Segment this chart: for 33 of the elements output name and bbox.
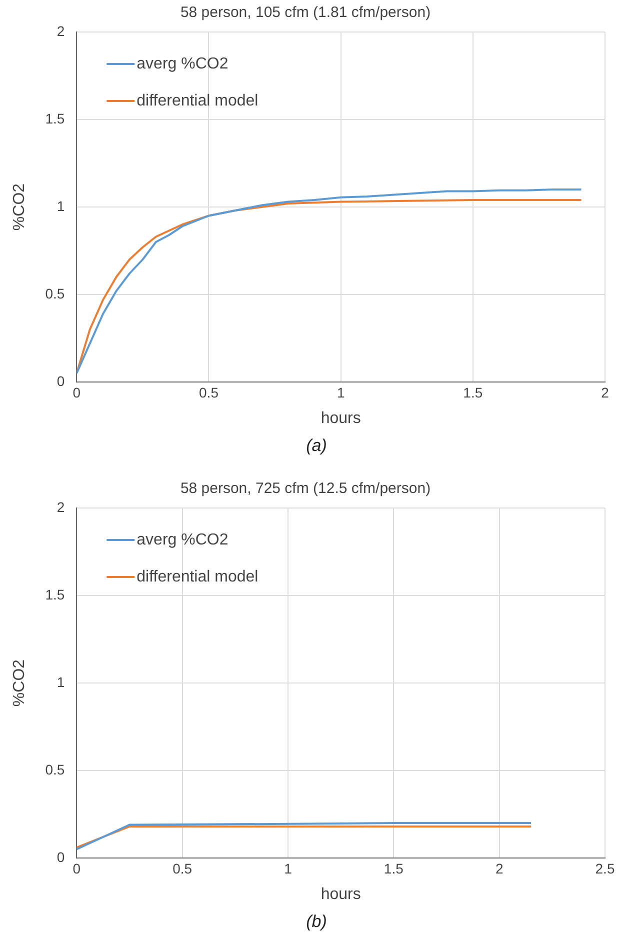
x-tick-label: 1 bbox=[336, 384, 345, 400]
x-tick-label: 0 bbox=[72, 384, 81, 400]
x-tick-label: 0.5 bbox=[199, 384, 219, 400]
y-tick-label: 1.5 bbox=[45, 110, 65, 126]
x-tick-label: 1 bbox=[284, 860, 292, 876]
y-tick-label: 0.5 bbox=[45, 761, 65, 778]
chart-title: 58 person, 725 cfm (12.5 cfm/person) bbox=[180, 480, 431, 498]
y-tick-label: 0.5 bbox=[45, 285, 65, 302]
text: (b) bbox=[305, 912, 328, 932]
y-tick-label: 1 bbox=[56, 198, 65, 214]
y-tick-label: 1 bbox=[56, 674, 65, 690]
text: (a) bbox=[305, 436, 328, 456]
x-tick-label: 2 bbox=[601, 384, 610, 400]
x-tick-label: 0.5 bbox=[172, 860, 192, 876]
y-tick-label: 0 bbox=[56, 372, 65, 389]
x-axis-title: hours bbox=[320, 886, 361, 903]
legend-label: differential model bbox=[136, 568, 258, 586]
x-tick-label: 1.5 bbox=[463, 384, 483, 400]
y-axis-title: %CO2 bbox=[11, 659, 28, 707]
x-tick-label: 1.5 bbox=[384, 860, 404, 876]
legend-label: averg %CO2 bbox=[136, 55, 228, 72]
chart-title: 58 person, 105 cfm (1.81 cfm/person) bbox=[180, 4, 431, 22]
x-axis-title: hours bbox=[320, 410, 361, 427]
y-tick-label: 2 bbox=[56, 22, 65, 39]
legend-label: differential model bbox=[136, 92, 258, 110]
x-tick-label: 2 bbox=[495, 860, 504, 876]
x-tick-label: 2.5 bbox=[595, 860, 615, 876]
x-tick-label: 0 bbox=[72, 860, 81, 876]
y-tick-label: 0 bbox=[56, 848, 65, 865]
y-axis-title: %CO2 bbox=[11, 183, 28, 231]
y-tick-label: 1.5 bbox=[45, 586, 65, 602]
y-tick-label: 2 bbox=[56, 498, 65, 515]
legend-label: averg %CO2 bbox=[136, 531, 228, 548]
